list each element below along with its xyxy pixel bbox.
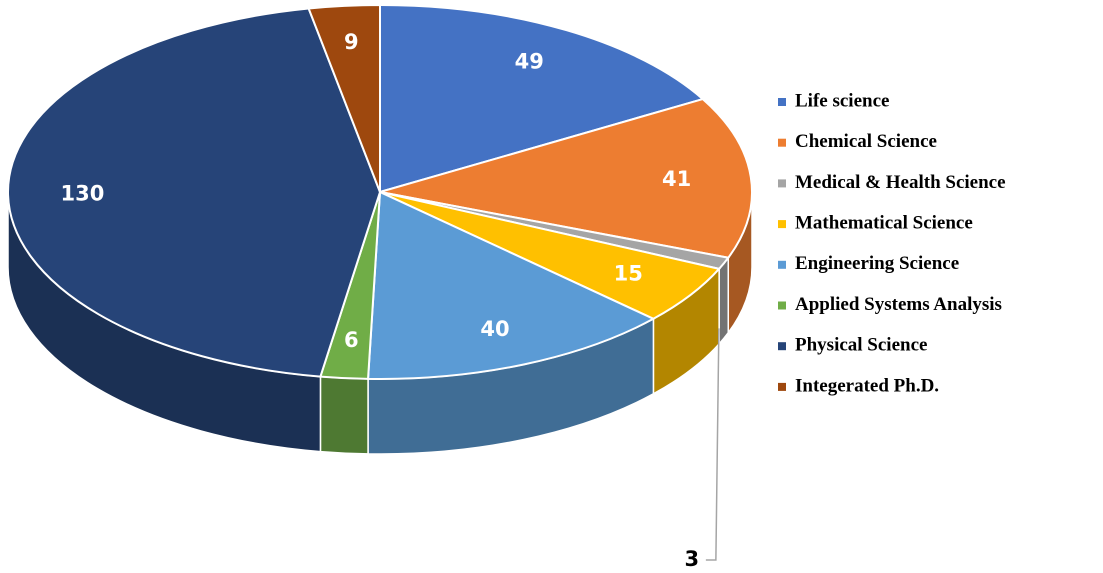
- legend-label: Applied Systems Analysis: [795, 294, 1002, 315]
- data-label: 41: [662, 167, 691, 191]
- legend-swatch: [778, 382, 786, 391]
- slice: [379, 3, 705, 194]
- legend-swatch: [778, 138, 786, 147]
- legend-swatch: [778, 98, 786, 106]
- legend-swatch: [778, 301, 786, 310]
- legend-label: Mathematical Science: [795, 212, 973, 233]
- legend-label: Chemical Science: [795, 131, 937, 152]
- legend-label: Integerated Ph.D.: [795, 375, 939, 396]
- data-label: 6: [344, 328, 359, 352]
- legend-label: Physical Science: [795, 335, 927, 356]
- slice-side: [319, 375, 369, 455]
- slice: [307, 3, 381, 193]
- data-label: 9: [344, 30, 359, 54]
- slice: [7, 7, 382, 378]
- data-label: 15: [614, 262, 643, 286]
- legend-swatch: [778, 260, 786, 269]
- legend-label: Life science: [795, 90, 889, 111]
- leader-line: [705, 328, 720, 561]
- data-label: 3: [685, 547, 700, 571]
- data-label: 130: [61, 181, 105, 205]
- legend-swatch: [778, 342, 786, 351]
- slice: [366, 190, 656, 380]
- slice: [379, 97, 753, 259]
- legend-label: Engineering Science: [795, 253, 959, 274]
- legend-label: Medical & Health Science: [795, 172, 1006, 193]
- data-label: 49: [515, 50, 544, 74]
- legend-swatch: [778, 179, 786, 188]
- data-label: 40: [480, 317, 509, 341]
- legend-swatch: [778, 220, 786, 229]
- slice-side: [718, 255, 730, 346]
